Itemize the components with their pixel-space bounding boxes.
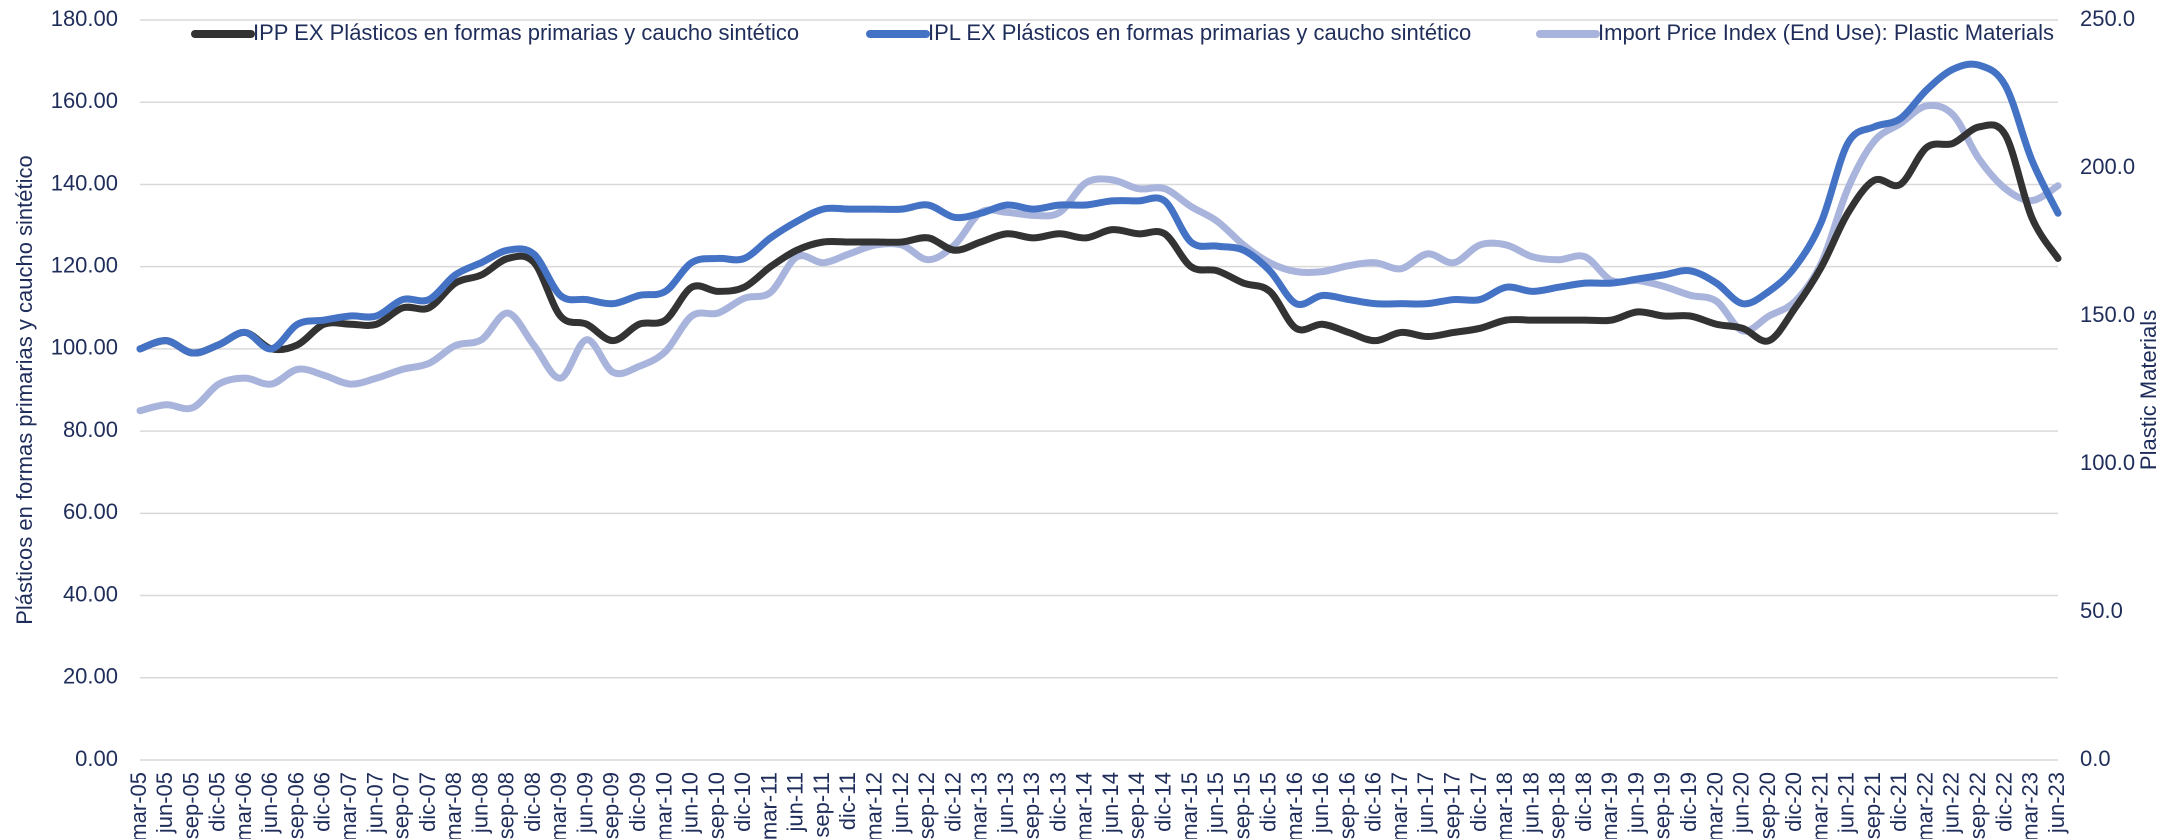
x-tick-label: sep-06 [283, 772, 308, 839]
chart: Plásticos en formas primarias y caucho s… [0, 0, 2170, 839]
y-tick-label: 60.00 [63, 499, 118, 524]
x-tick-label: jun-23 [2044, 772, 2069, 834]
x-tick-label: dic-11 [835, 772, 860, 830]
x-tick-label: dic-15 [1256, 772, 1281, 832]
x-tick-label: jun-10 [678, 772, 703, 834]
y-tick-label: 40.00 [63, 581, 118, 606]
y2-tick-label: 250.0 [2080, 6, 2135, 31]
x-tick-label: sep-14 [1124, 772, 1149, 839]
x-tick-label: sep-18 [1545, 772, 1570, 839]
x-tick-label: jun-18 [1518, 772, 1543, 834]
x-tick-label: jun-20 [1729, 772, 1754, 834]
y-tick-label: 100.00 [51, 335, 118, 360]
y2-tick-label: 200.0 [2080, 154, 2135, 179]
x-tick-label: sep-16 [1334, 772, 1359, 839]
x-tick-label: dic-21 [1886, 772, 1911, 832]
x-tick-label: jun-13 [993, 772, 1018, 834]
x-tick-label: mar-23 [2018, 772, 2043, 839]
x-tick-label: mar-05 [126, 772, 151, 839]
x-tick-label: mar-12 [861, 772, 886, 839]
x-tick-label: dic-07 [415, 772, 440, 832]
x-tick-label: jun-05 [152, 772, 177, 834]
x-tick-label: mar-20 [1702, 772, 1727, 839]
x-tick-label: sep-12 [914, 772, 939, 839]
x-tick-label: jun-14 [1098, 772, 1123, 834]
x-tick-label: dic-05 [205, 772, 230, 832]
x-tick-label: jun-17 [1413, 772, 1438, 834]
x-tick-label: sep-07 [389, 772, 414, 839]
x-tick-label: mar-17 [1387, 772, 1412, 839]
y-axis-title: Plásticos en formas primarias y caucho s… [12, 155, 37, 625]
legend-label: IPP EX Plásticos en formas primarias y c… [253, 20, 799, 45]
x-tick-label: jun-12 [888, 772, 913, 834]
x-tick-label: dic-20 [1781, 772, 1806, 832]
y-tick-label: 80.00 [63, 417, 118, 442]
legend-label: IPL EX Plásticos en formas primarias y c… [928, 20, 1471, 45]
x-tick-label: mar-07 [336, 772, 361, 839]
y-tick-label: 0.00 [75, 746, 118, 771]
x-tick-label: mar-13 [967, 772, 992, 839]
x-tick-label: dic-17 [1466, 772, 1491, 832]
x-tick-label: mar-19 [1597, 772, 1622, 839]
x-tick-label: jun-22 [1939, 772, 1964, 834]
x-tick-label: dic-19 [1676, 772, 1701, 832]
x-tick-label: jun-09 [572, 772, 597, 834]
x-tick-label: sep-11 [809, 772, 834, 838]
x-tick-label: sep-08 [494, 772, 519, 839]
y2-tick-label: 0.0 [2080, 746, 2111, 771]
x-tick-label: dic-14 [1150, 772, 1175, 832]
y-tick-label: 140.00 [51, 170, 118, 195]
x-tick-label: sep-09 [599, 772, 624, 839]
x-tick-label: mar-15 [1177, 772, 1202, 839]
x-tick-label: mar-14 [1072, 772, 1097, 839]
x-tick-label: jun-06 [257, 772, 282, 834]
x-tick-label: dic-18 [1571, 772, 1596, 832]
y2-tick-label: 150.0 [2080, 302, 2135, 327]
x-tick-label: mar-18 [1492, 772, 1517, 839]
x-tick-label: dic-09 [625, 772, 650, 832]
x-tick-label: sep-10 [704, 772, 729, 839]
x-tick-label: dic-12 [940, 772, 965, 832]
x-tick-label: mar-11 [756, 772, 781, 839]
x-tick-label: mar-21 [1807, 772, 1832, 839]
y-tick-label: 120.00 [51, 252, 118, 277]
x-tick-label: jun-08 [467, 772, 492, 834]
legend-label: Import Price Index (End Use): Plastic Ma… [1598, 20, 2054, 45]
x-tick-label: jun-21 [1834, 772, 1859, 834]
x-tick-label: jun-19 [1623, 772, 1648, 834]
x-tick-label: dic-22 [1991, 772, 2016, 832]
x-tick-label: mar-06 [231, 772, 256, 839]
x-tick-label: mar-09 [546, 772, 571, 839]
y-tick-label: 180.00 [51, 6, 118, 31]
x-tick-label: jun-07 [362, 772, 387, 834]
x-tick-label: jun-15 [1203, 772, 1228, 834]
x-tick-label: sep-21 [1860, 772, 1885, 839]
x-tick-label: jun-11 [783, 772, 808, 833]
y-tick-label: 160.00 [51, 88, 118, 113]
y2-tick-label: 50.0 [2080, 598, 2123, 623]
x-tick-label: sep-05 [178, 772, 203, 839]
x-tick-label: mar-16 [1282, 772, 1307, 839]
x-tick-label: mar-10 [651, 772, 676, 839]
x-tick-label: dic-13 [1045, 772, 1070, 832]
series-line [140, 105, 2058, 410]
x-tick-label: sep-20 [1755, 772, 1780, 839]
x-tick-label: jun-16 [1308, 772, 1333, 834]
x-tick-label: sep-22 [1965, 772, 1990, 839]
x-tick-label: sep-13 [1019, 772, 1044, 839]
x-tick-label: dic-16 [1361, 772, 1386, 832]
x-tick-label: dic-06 [310, 772, 335, 832]
y2-axis-title: Plastic Materials [2136, 310, 2161, 470]
x-tick-label: mar-22 [1912, 772, 1937, 839]
x-tick-label: sep-15 [1229, 772, 1254, 839]
y-tick-label: 20.00 [63, 664, 118, 689]
x-tick-label: sep-19 [1650, 772, 1675, 839]
x-tick-label: mar-08 [441, 772, 466, 839]
x-tick-label: sep-17 [1440, 772, 1465, 839]
y2-tick-label: 100.0 [2080, 450, 2135, 475]
x-tick-label: dic-08 [520, 772, 545, 832]
x-tick-label: dic-10 [730, 772, 755, 832]
